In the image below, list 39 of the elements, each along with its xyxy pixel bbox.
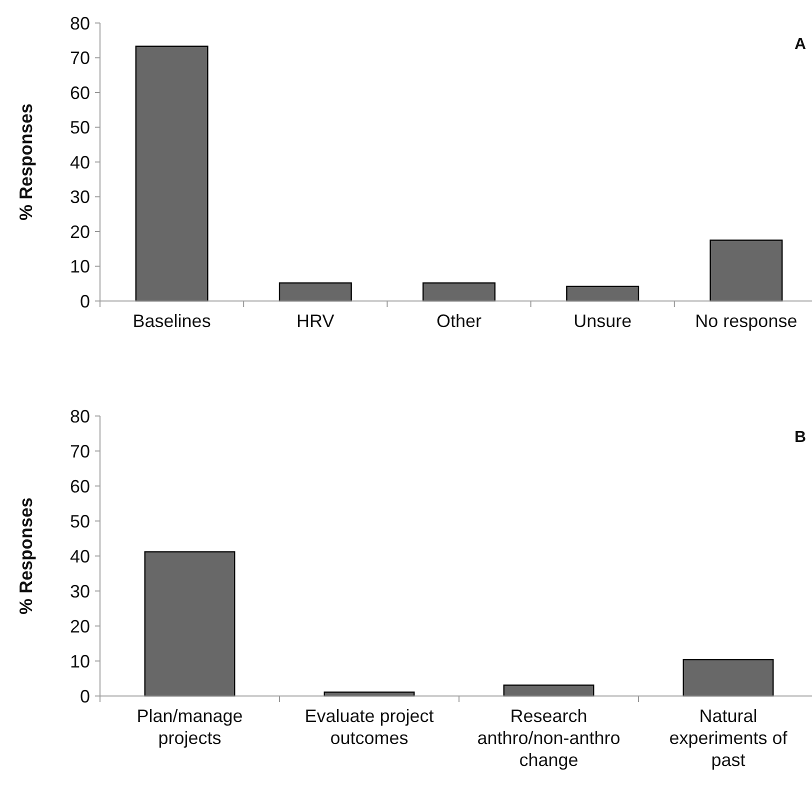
y-tick-label: 60 (70, 82, 90, 103)
y-tick-label: 30 (70, 581, 90, 602)
y-tick-label: 30 (70, 187, 90, 208)
y-tick-label: 50 (70, 118, 90, 138)
y-tick-label: 40 (70, 152, 90, 172)
y-tick-label: 50 (70, 511, 90, 532)
x-tick-label: No response (695, 311, 798, 331)
x-tick-label: Evaluate project outcomes (304, 706, 434, 748)
bar (135, 46, 208, 302)
y-tick-label: 60 (70, 476, 90, 496)
x-tick-label: Natural experiments of past (669, 706, 788, 770)
y-tick-label: 20 (70, 616, 90, 636)
x-tick-label: Baselines (132, 311, 211, 331)
bar (422, 282, 496, 302)
y-tick-label: 80 (70, 13, 90, 34)
y-tick-label: 20 (70, 222, 90, 242)
y-tick-label: 70 (70, 441, 90, 462)
x-tick-label: Unsure (574, 311, 632, 331)
annotation: A (794, 36, 806, 53)
y-tick-label: 0 (80, 291, 90, 312)
bar (682, 659, 774, 697)
y-tick-label: 0 (80, 686, 90, 706)
annotation: B (794, 429, 806, 446)
y-tick-label: 10 (70, 651, 90, 672)
x-tick-label: Plan/manage projects (136, 706, 243, 748)
y-axis-title: % Responses (16, 103, 36, 221)
bar (503, 684, 594, 697)
y-tick-label: 80 (70, 406, 90, 426)
x-tick-label: Other (436, 311, 482, 331)
x-tick-label: HRV (296, 311, 334, 331)
y-tick-label: 70 (70, 48, 90, 68)
bar (278, 282, 352, 302)
bar (566, 286, 640, 302)
y-tick-label: 10 (70, 256, 90, 277)
bar (144, 551, 236, 697)
y-tick-label: 40 (70, 546, 90, 566)
bar (710, 240, 783, 302)
y-axis-title: % Responses (16, 497, 36, 615)
x-tick-label: Research anthro/non-anthro change (477, 706, 620, 770)
